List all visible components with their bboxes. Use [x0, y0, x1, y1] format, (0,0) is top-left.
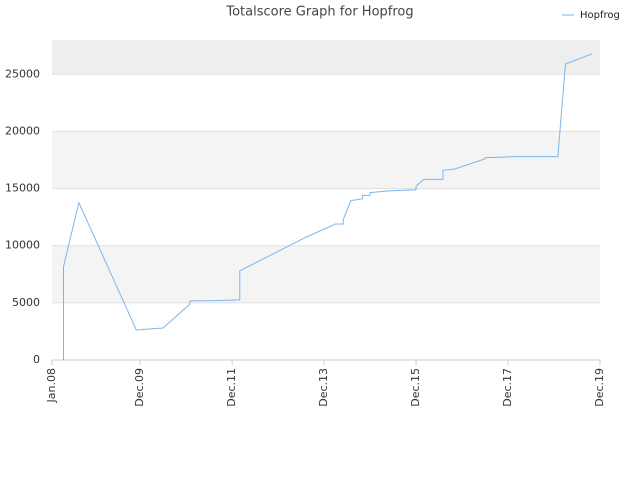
y-tick-label: 15000: [5, 182, 40, 195]
grid-band: [52, 131, 600, 189]
grid-band: [52, 40, 600, 75]
x-tick-label: Dec.19: [593, 368, 606, 407]
line: [62, 53, 593, 360]
chart-title: Totalscore Graph for Hopfrog: [225, 5, 413, 20]
y-tick-label: 0: [33, 353, 40, 366]
x-tick-label: Dec.17: [501, 368, 514, 407]
x-tick-label: Dec.11: [225, 368, 238, 407]
grid-band: [52, 245, 600, 303]
x-tick-label: Dec.09: [133, 368, 146, 407]
legend-label: Hopfrog: [580, 10, 620, 21]
y-tick-label: 25000: [5, 67, 40, 80]
x-tick-label: Dec.15: [409, 368, 422, 407]
y-tick-label: 10000: [5, 239, 40, 252]
x-tick-label: Jan.08: [45, 368, 58, 403]
x-tick-label: Dec.13: [317, 368, 330, 407]
y-tick-label: 5000: [12, 296, 40, 309]
y-tick-label: 20000: [5, 124, 40, 137]
